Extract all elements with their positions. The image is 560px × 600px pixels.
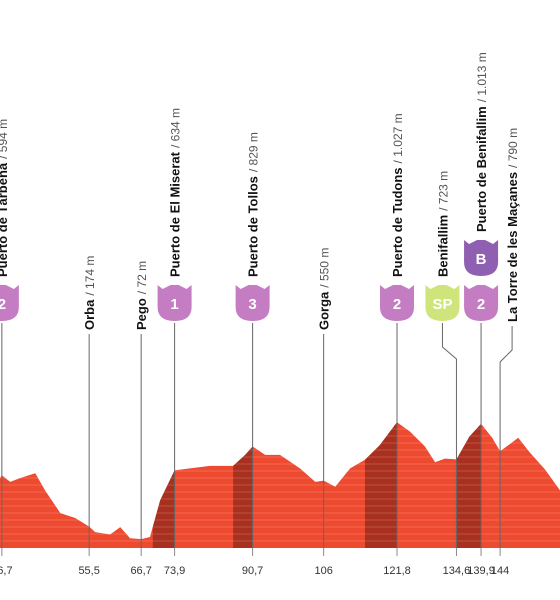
badge [0, 285, 19, 321]
point-name: Puerto de Tudons [390, 167, 405, 277]
point-label: La Torre de les Maçanes / 790 m [505, 128, 520, 322]
x-tick-label: 106 [314, 565, 332, 577]
point-altitude: / 723 m [436, 171, 450, 211]
point-altitude: / 634 m [169, 108, 183, 148]
badge [157, 285, 192, 321]
badge-label: 2 [477, 296, 485, 313]
point-altitude: / 594 m [0, 119, 10, 159]
point-altitude: / 1.027 m [391, 113, 405, 163]
badge-label: 1 [170, 296, 178, 313]
point-altitude: / 829 m [247, 132, 261, 172]
point-altitude: / 550 m [318, 248, 332, 288]
profile-stripes [0, 422, 560, 542]
point-line [441, 323, 457, 548]
point-label: Puerto de Tárbena / 594 m [0, 119, 10, 277]
profile-layer [0, 422, 560, 548]
point-label: Puerto de Tudons / 1.027 m [390, 113, 405, 277]
x-tick-label: 73,9 [164, 565, 185, 577]
x-tick-label: 139,9 [467, 565, 495, 577]
x-tick-label: 144 [491, 565, 509, 577]
point-altitude: / 174 m [83, 256, 97, 296]
point-name: La Torre de les Maçanes [505, 172, 520, 322]
point-label: Puerto de El Miserat / 634 m [168, 108, 183, 277]
point-name: Puerto de El Miserat [168, 151, 183, 277]
point-name: Puerto de Tárbena [0, 162, 10, 277]
point-label: Pego / 72 m [134, 261, 149, 330]
point-line [499, 326, 513, 548]
point-name: Gorga [317, 291, 332, 330]
profile-area [0, 422, 560, 548]
x-tick-label: 55,5 [78, 565, 99, 577]
x-tick-label: 90,7 [242, 565, 263, 577]
badge [464, 240, 499, 276]
x-tick-label: 121,8 [383, 565, 411, 577]
badge-label: 2 [0, 296, 6, 313]
point-label: Benifallim / 723 m [435, 171, 450, 277]
badge-label: SP [432, 296, 452, 313]
badge-label: 3 [248, 296, 256, 313]
point-name: Pego [134, 298, 149, 330]
point-label: Puerto de Tollos / 829 m [246, 132, 261, 277]
points-layer: 36,7 55,5 66,7 73,9 90,7 106 121,8 134,6139,914… [0, 52, 520, 577]
point-name: Benifallim [435, 215, 450, 277]
point-altitude: / 790 m [506, 128, 520, 168]
badge [235, 285, 270, 321]
point-altitude: / 1.013 m [475, 52, 489, 102]
point-name: Puerto de Benifallim [474, 106, 489, 232]
badge [464, 285, 499, 321]
point-name: Orba [82, 299, 97, 330]
point-name: Puerto de Tollos [246, 176, 261, 277]
x-tick-label: 36,7 [0, 565, 13, 577]
point-label: Orba / 174 m [82, 256, 97, 330]
point-altitude: / 72 m [135, 261, 149, 294]
point-label: Puerto de Benifallim / 1.013 m [474, 52, 489, 232]
point-label: Gorga / 550 m [317, 248, 332, 330]
badge-label: B [476, 251, 487, 268]
badge [380, 285, 415, 321]
x-tick-label: 66,7 [130, 565, 151, 577]
badge-label: 2 [393, 296, 401, 313]
badge [425, 285, 460, 321]
x-tick-label: 134,6 [443, 565, 471, 577]
